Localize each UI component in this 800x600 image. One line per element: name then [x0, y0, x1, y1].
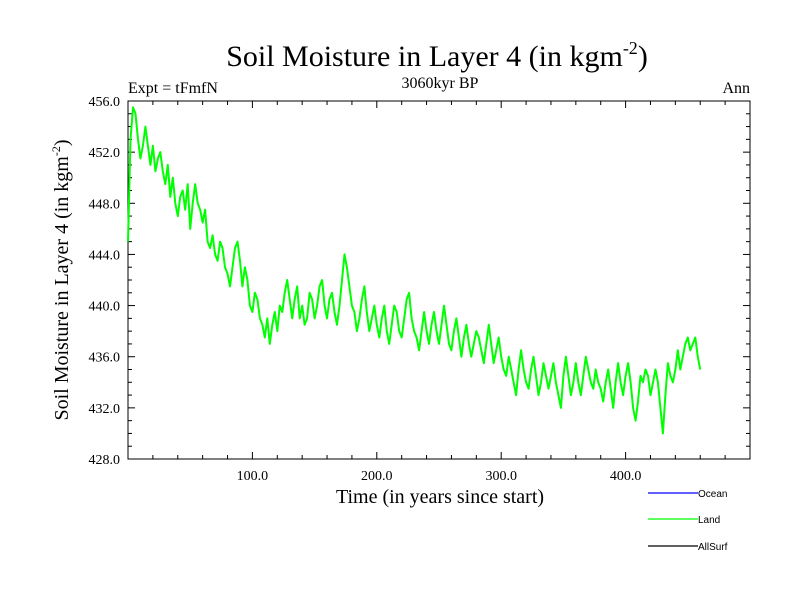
y-tick-label: 436.0: [89, 351, 121, 366]
y-axis-label-close: ): [51, 139, 73, 146]
chart-title-superscript: -2: [623, 38, 638, 58]
y-axis-label-main: Soil Moisture in Layer 4 (in kgm: [51, 156, 73, 421]
y-tick-label: 448.0: [89, 197, 121, 212]
chart-title-close: ): [638, 40, 648, 73]
series-line-land: [127, 106, 702, 435]
chart-title-main: Soil Moisture in Layer 4 (in kgm: [226, 40, 623, 73]
subtitle-center: 3060kyr BP: [402, 75, 479, 92]
subtitle-left: Expt = tFmfN: [128, 80, 218, 97]
y-axis-ticks: 428.0 432.0 436.0 440.0 444.0 448.0 452.0 456.0: [89, 95, 750, 468]
y-axis-label: Soil Moisture in Layer 4 (in kgm-2): [49, 139, 73, 420]
y-tick-label: 456.0: [89, 95, 121, 110]
x-tick-label: 300.0: [485, 469, 517, 484]
subtitle-right: Ann: [722, 80, 750, 97]
chart-title: Soil Moisture in Layer 4 (in kgm-2): [226, 38, 648, 73]
legend-label-ocean: Ocean: [698, 489, 727, 500]
legend-label-allsurf: AllSurf: [698, 542, 728, 553]
y-axis-label-superscript: -2: [49, 146, 63, 156]
plot-frame: [127, 100, 751, 460]
y-tick-label: 432.0: [89, 402, 121, 417]
x-tick-label: 100.0: [237, 469, 269, 484]
legend-label-land: Land: [698, 515, 720, 526]
x-axis-ticks: 100.0 200.0 300.0 400.0: [152, 101, 726, 484]
y-tick-label: 440.0: [89, 300, 121, 315]
x-tick-label: 200.0: [361, 469, 393, 484]
x-tick-label: 400.0: [610, 469, 642, 484]
legend: Ocean Land AllSurf: [648, 489, 728, 553]
y-tick-label: 452.0: [89, 146, 121, 161]
y-tick-label: 428.0: [89, 453, 121, 468]
x-axis-label: Time (in years since start): [336, 486, 544, 508]
y-tick-label: 444.0: [89, 248, 121, 263]
